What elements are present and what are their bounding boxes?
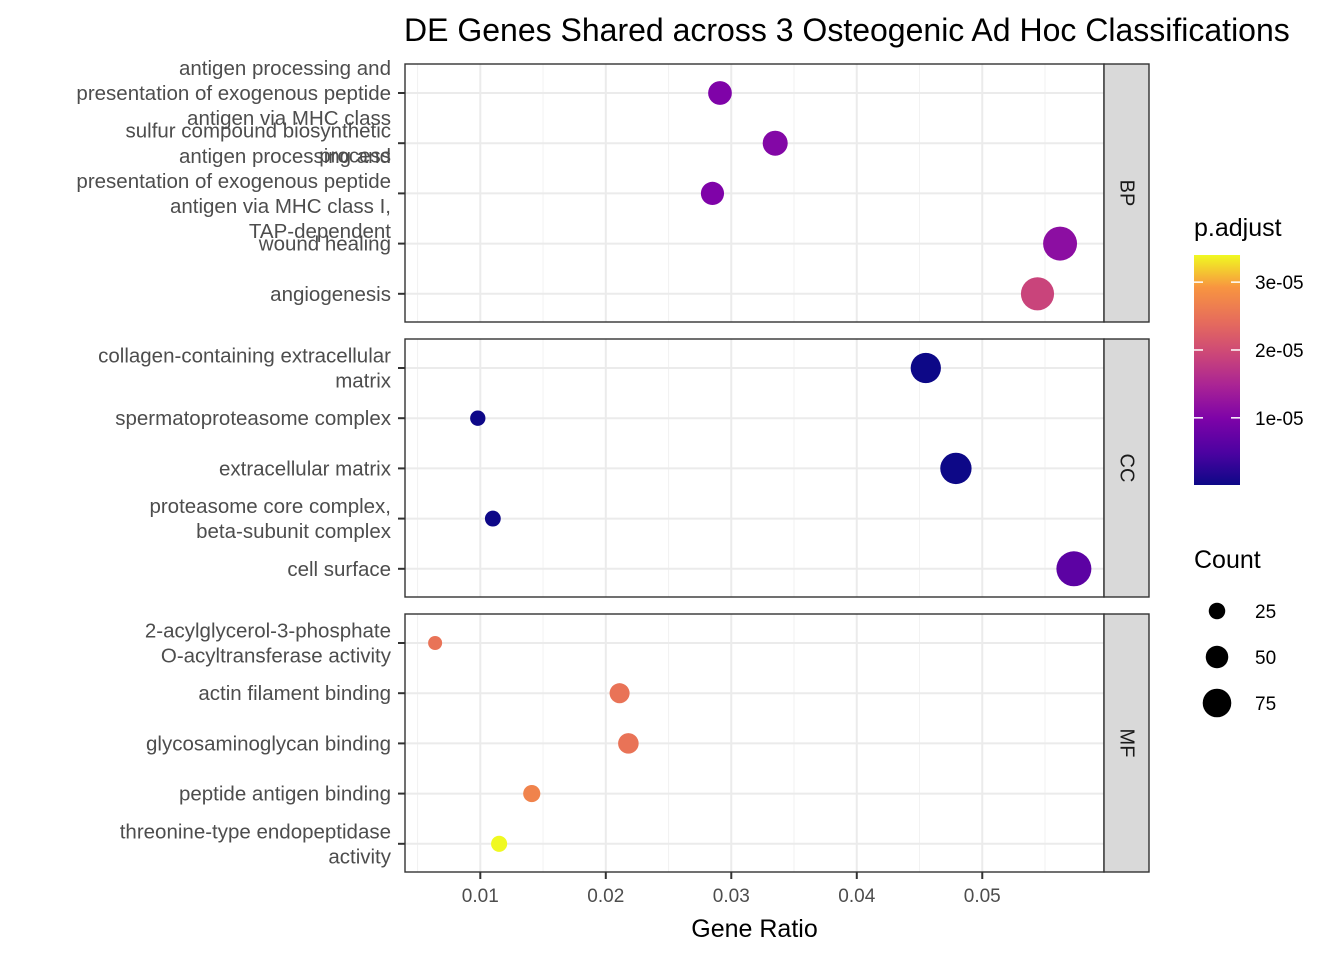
facet-panel-bp: antigen processing and presentation of ex… bbox=[76, 57, 1150, 323]
color-legend: p.adjust 1e-05 2e-05 3e-05 bbox=[1194, 214, 1304, 485]
facet-strip bbox=[1103, 338, 1150, 598]
y-tick-label: cell surface bbox=[287, 558, 391, 581]
data-point bbox=[618, 733, 639, 754]
data-point bbox=[700, 181, 725, 205]
color-legend-label: 1e-05 bbox=[1255, 409, 1304, 430]
y-tick-label: antigen processing and presentation of ex… bbox=[76, 57, 391, 130]
data-point bbox=[708, 81, 732, 105]
y-tick-label: 2-acylglycerol-3-phosphate O-acyltransfer… bbox=[145, 620, 392, 668]
data-point bbox=[910, 352, 941, 384]
facet-strip-label: CC bbox=[1116, 454, 1138, 483]
data-point bbox=[523, 785, 541, 803]
facet-strip-label: BP bbox=[1116, 180, 1138, 207]
y-tick-label: actin filament binding bbox=[198, 682, 391, 705]
size-legend-key bbox=[1208, 602, 1226, 620]
data-point bbox=[609, 683, 630, 704]
facet-panels: antigen processing and presentation of ex… bbox=[76, 57, 1150, 873]
data-point bbox=[1043, 226, 1078, 261]
y-tick-label: peptide antigen binding bbox=[179, 783, 391, 806]
y-tick-label: threonine-type endopeptidase activity bbox=[120, 820, 392, 868]
color-legend-label: 3e-05 bbox=[1255, 273, 1304, 294]
data-point bbox=[470, 410, 486, 426]
data-point bbox=[428, 636, 443, 650]
data-point bbox=[1020, 277, 1055, 311]
color-legend-bar bbox=[1194, 255, 1240, 485]
size-legend-key bbox=[1205, 645, 1229, 669]
data-point bbox=[940, 452, 972, 485]
y-tick-label: proteasome core complex, beta-subunit com… bbox=[149, 495, 391, 543]
y-tick-label: angiogenesis bbox=[270, 283, 391, 306]
size-legend-label: 50 bbox=[1255, 648, 1276, 669]
facet-panel-mf: 2-acylglycerol-3-phosphate O-acyltransfer… bbox=[120, 613, 1150, 873]
data-point bbox=[762, 130, 788, 156]
y-tick-label: sulfur compound biosynthetic process bbox=[125, 120, 391, 168]
size-legend: Count 25 50 75 bbox=[1194, 546, 1276, 718]
y-tick-label: spermatoproteasome complex bbox=[115, 407, 391, 430]
x-tick-label: 0.05 bbox=[964, 886, 1001, 907]
x-axis-title: Gene Ratio bbox=[691, 915, 817, 943]
x-axis: 0.01 0.02 0.03 0.04 0.05 bbox=[462, 872, 1001, 907]
color-legend-label: 2e-05 bbox=[1255, 341, 1304, 362]
data-point bbox=[491, 835, 508, 852]
y-tick-label: glycosaminoglycan binding bbox=[146, 732, 391, 755]
y-tick-label: antigen processing and presentation of ex… bbox=[76, 145, 391, 243]
y-tick-label: extracellular matrix bbox=[219, 457, 392, 480]
x-tick-label: 0.01 bbox=[462, 886, 499, 907]
y-tick-label: wound healing bbox=[258, 233, 391, 256]
size-legend-title: Count bbox=[1194, 546, 1261, 574]
size-legend-label: 25 bbox=[1255, 602, 1276, 623]
chart-title: DE Genes Shared across 3 Osteogenic Ad H… bbox=[404, 12, 1290, 48]
y-tick-label: collagen-containing extracellular matrix bbox=[98, 345, 392, 393]
x-tick-label: 0.03 bbox=[713, 886, 750, 907]
data-point bbox=[1056, 551, 1092, 587]
facet-strip-label: MF bbox=[1116, 729, 1138, 758]
facet-strip bbox=[1103, 63, 1150, 323]
color-legend-title: p.adjust bbox=[1194, 214, 1282, 242]
size-legend-key bbox=[1202, 688, 1232, 718]
data-point bbox=[484, 510, 501, 527]
x-tick-label: 0.04 bbox=[838, 886, 875, 907]
size-legend-label: 75 bbox=[1255, 694, 1276, 715]
facet-strip bbox=[1103, 613, 1150, 873]
facet-panel-cc: collagen-containing extracellular matrix s… bbox=[98, 338, 1150, 598]
x-tick-label: 0.02 bbox=[587, 886, 624, 907]
